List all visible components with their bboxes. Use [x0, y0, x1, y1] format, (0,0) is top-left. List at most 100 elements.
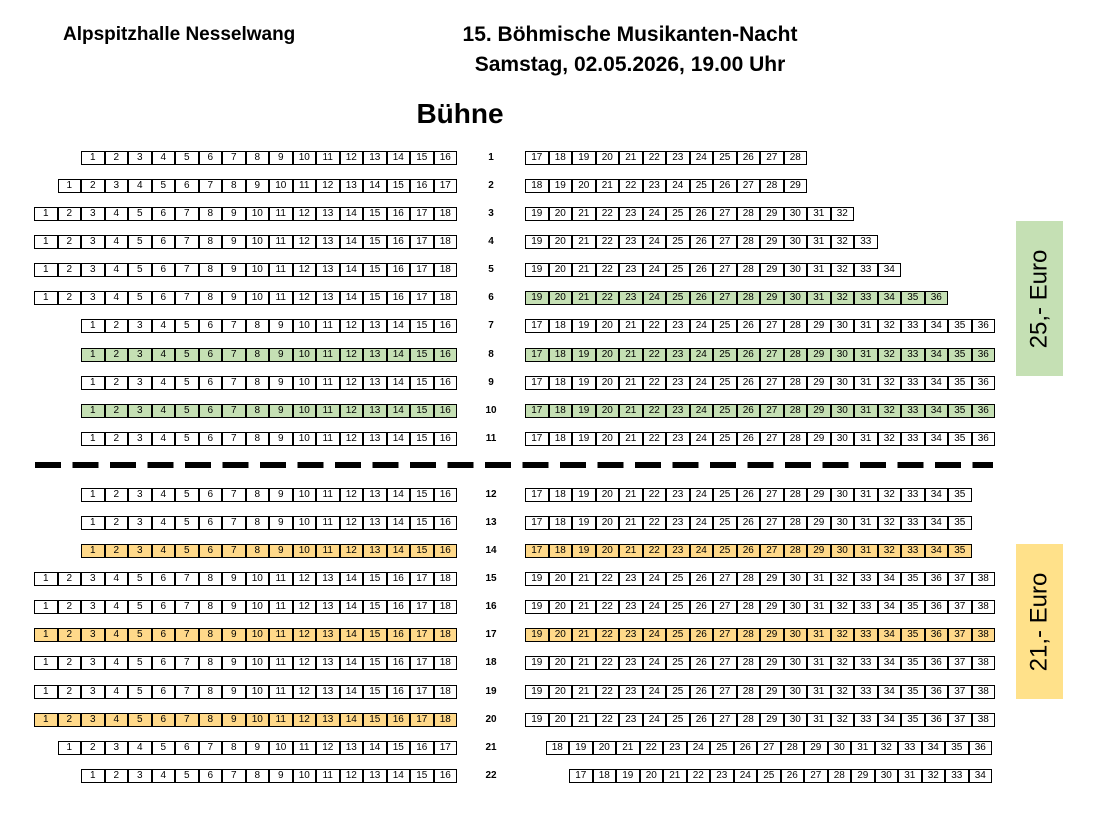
seat-row13-20[interactable]: 20 — [595, 516, 619, 531]
seat-row9-2[interactable]: 2 — [104, 375, 128, 390]
seat-row8-18[interactable]: 18 — [548, 347, 572, 362]
seat-row10-25[interactable]: 25 — [713, 403, 737, 418]
seat-row7-13[interactable]: 13 — [363, 319, 387, 334]
seat-row19-27[interactable]: 27 — [713, 684, 737, 699]
seat-row19-20[interactable]: 20 — [548, 684, 572, 699]
seat-row17-6[interactable]: 6 — [151, 628, 175, 643]
seat-row1-8[interactable]: 8 — [245, 151, 269, 165]
seat-row13-11[interactable]: 11 — [316, 516, 340, 531]
seat-row5-3[interactable]: 3 — [81, 263, 105, 278]
seat-row15-4[interactable]: 4 — [104, 572, 128, 587]
seat-row10-15[interactable]: 15 — [410, 403, 434, 418]
seat-row9-21[interactable]: 21 — [619, 375, 643, 390]
seat-row18-20[interactable]: 20 — [548, 656, 572, 671]
seat-row5-26[interactable]: 26 — [689, 263, 713, 278]
seat-row14-18[interactable]: 18 — [548, 544, 572, 559]
seat-row18-16[interactable]: 16 — [386, 656, 410, 671]
seat-row20-33[interactable]: 33 — [854, 712, 878, 727]
seat-row8-29[interactable]: 29 — [807, 347, 831, 362]
seat-row21-23[interactable]: 23 — [663, 740, 687, 755]
seat-row18-34[interactable]: 34 — [877, 656, 901, 671]
seat-row20-18[interactable]: 18 — [433, 712, 457, 727]
seat-row21-31[interactable]: 31 — [851, 740, 875, 755]
seat-row22-24[interactable]: 24 — [733, 768, 757, 783]
seat-row18-25[interactable]: 25 — [666, 656, 690, 671]
seat-row11-28[interactable]: 28 — [783, 431, 807, 446]
seat-row4-20[interactable]: 20 — [548, 235, 572, 250]
seat-row21-24[interactable]: 24 — [686, 740, 710, 755]
seat-row1-1[interactable]: 1 — [81, 151, 105, 165]
seat-row12-33[interactable]: 33 — [901, 488, 925, 502]
seat-row15-8[interactable]: 8 — [198, 572, 222, 587]
seat-row16-25[interactable]: 25 — [666, 600, 690, 615]
seat-row11-33[interactable]: 33 — [901, 431, 925, 446]
seat-row10-21[interactable]: 21 — [619, 403, 643, 418]
seat-row11-5[interactable]: 5 — [175, 431, 199, 446]
seat-row2-2[interactable]: 2 — [81, 179, 105, 194]
seat-row14-14[interactable]: 14 — [386, 544, 410, 559]
seat-row9-36[interactable]: 36 — [971, 375, 995, 390]
seat-row22-26[interactable]: 26 — [780, 768, 804, 783]
seat-row7-5[interactable]: 5 — [175, 319, 199, 334]
seat-row4-28[interactable]: 28 — [736, 235, 760, 250]
seat-row13-22[interactable]: 22 — [642, 516, 666, 531]
seat-row11-34[interactable]: 34 — [924, 431, 948, 446]
seat-row22-16[interactable]: 16 — [433, 768, 457, 783]
seat-row20-24[interactable]: 24 — [642, 712, 666, 727]
seat-row8-34[interactable]: 34 — [924, 347, 948, 362]
seat-row13-25[interactable]: 25 — [713, 516, 737, 531]
seat-row6-28[interactable]: 28 — [736, 291, 760, 306]
seat-row7-23[interactable]: 23 — [666, 319, 690, 334]
seat-row15-27[interactable]: 27 — [713, 572, 737, 587]
seat-row10-17[interactable]: 17 — [525, 403, 549, 418]
seat-row17-28[interactable]: 28 — [736, 628, 760, 643]
seat-row20-19[interactable]: 19 — [525, 712, 549, 727]
seat-row15-16[interactable]: 16 — [386, 572, 410, 587]
seat-row3-15[interactable]: 15 — [363, 207, 387, 222]
seat-row8-21[interactable]: 21 — [619, 347, 643, 362]
seat-row17-9[interactable]: 9 — [222, 628, 246, 643]
seat-row12-30[interactable]: 30 — [830, 488, 854, 502]
seat-row8-22[interactable]: 22 — [642, 347, 666, 362]
seat-row12-29[interactable]: 29 — [807, 488, 831, 502]
seat-row20-15[interactable]: 15 — [363, 712, 387, 727]
seat-row18-27[interactable]: 27 — [713, 656, 737, 671]
seat-row22-32[interactable]: 32 — [921, 768, 945, 783]
seat-row6-1[interactable]: 1 — [34, 291, 58, 306]
seat-row4-3[interactable]: 3 — [81, 235, 105, 250]
seat-row13-34[interactable]: 34 — [924, 516, 948, 531]
seat-row18-29[interactable]: 29 — [760, 656, 784, 671]
seat-row20-27[interactable]: 27 — [713, 712, 737, 727]
seat-row13-15[interactable]: 15 — [410, 516, 434, 531]
seat-row14-9[interactable]: 9 — [269, 544, 293, 559]
seat-row8-26[interactable]: 26 — [736, 347, 760, 362]
seat-row9-20[interactable]: 20 — [595, 375, 619, 390]
seat-row20-21[interactable]: 21 — [572, 712, 596, 727]
seat-row17-4[interactable]: 4 — [104, 628, 128, 643]
seat-row21-20[interactable]: 20 — [592, 740, 616, 755]
seat-row22-14[interactable]: 14 — [386, 768, 410, 783]
seat-row15-24[interactable]: 24 — [642, 572, 666, 587]
seat-row15-21[interactable]: 21 — [572, 572, 596, 587]
seat-row7-31[interactable]: 31 — [854, 319, 878, 334]
seat-row14-35[interactable]: 35 — [948, 544, 972, 559]
seat-row1-5[interactable]: 5 — [175, 151, 199, 165]
seat-row20-8[interactable]: 8 — [198, 712, 222, 727]
seat-row16-1[interactable]: 1 — [34, 600, 58, 615]
seat-row19-19[interactable]: 19 — [525, 684, 549, 699]
seat-row3-20[interactable]: 20 — [548, 207, 572, 222]
seat-row6-18[interactable]: 18 — [433, 291, 457, 306]
seat-row16-28[interactable]: 28 — [736, 600, 760, 615]
seat-row5-16[interactable]: 16 — [386, 263, 410, 278]
seat-row6-25[interactable]: 25 — [666, 291, 690, 306]
seat-row6-19[interactable]: 19 — [525, 291, 549, 306]
seat-row17-13[interactable]: 13 — [316, 628, 340, 643]
seat-row15-28[interactable]: 28 — [736, 572, 760, 587]
seat-row20-16[interactable]: 16 — [386, 712, 410, 727]
seat-row12-6[interactable]: 6 — [198, 488, 222, 502]
seat-row19-13[interactable]: 13 — [316, 684, 340, 699]
seat-row20-6[interactable]: 6 — [151, 712, 175, 727]
seat-row13-35[interactable]: 35 — [948, 516, 972, 531]
seat-row17-11[interactable]: 11 — [269, 628, 293, 643]
seat-row2-14[interactable]: 14 — [363, 179, 387, 194]
